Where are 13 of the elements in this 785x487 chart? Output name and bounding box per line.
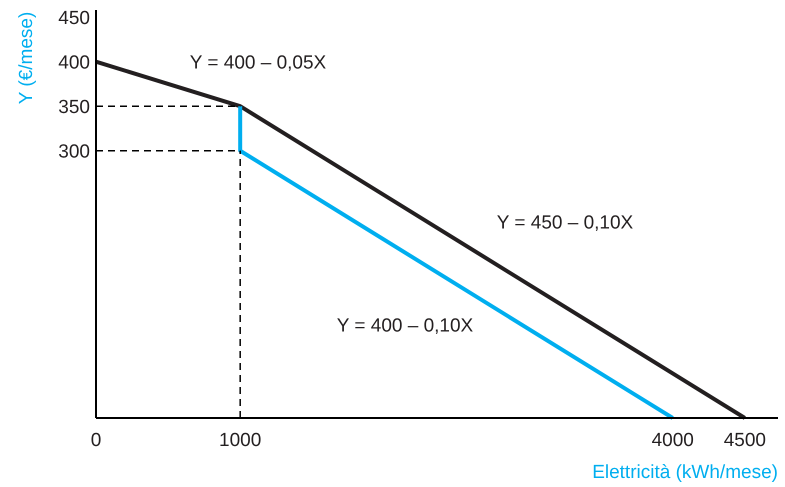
x-axis-title: Elettricità (kWh/mese) bbox=[592, 462, 778, 483]
y-tick-label: 450 bbox=[58, 8, 90, 29]
annotation: Y = 450 – 0,10X bbox=[496, 212, 634, 234]
annotation: Y = 400 – 0,05X bbox=[190, 52, 327, 74]
y-tick-label: 400 bbox=[58, 52, 90, 74]
x-tick-label: 0 bbox=[90, 430, 102, 451]
x-tick-label: 4500 bbox=[724, 430, 766, 451]
x-tick-label: 1000 bbox=[219, 430, 262, 451]
y-axis-title: Y (€/mese) bbox=[16, 12, 37, 104]
annotation: Y = 400 – 0,10X bbox=[336, 316, 474, 337]
x-tick-label: 4000 bbox=[652, 430, 694, 451]
y-tick-label: 300 bbox=[58, 141, 90, 162]
y-tick-label: 350 bbox=[58, 96, 90, 118]
